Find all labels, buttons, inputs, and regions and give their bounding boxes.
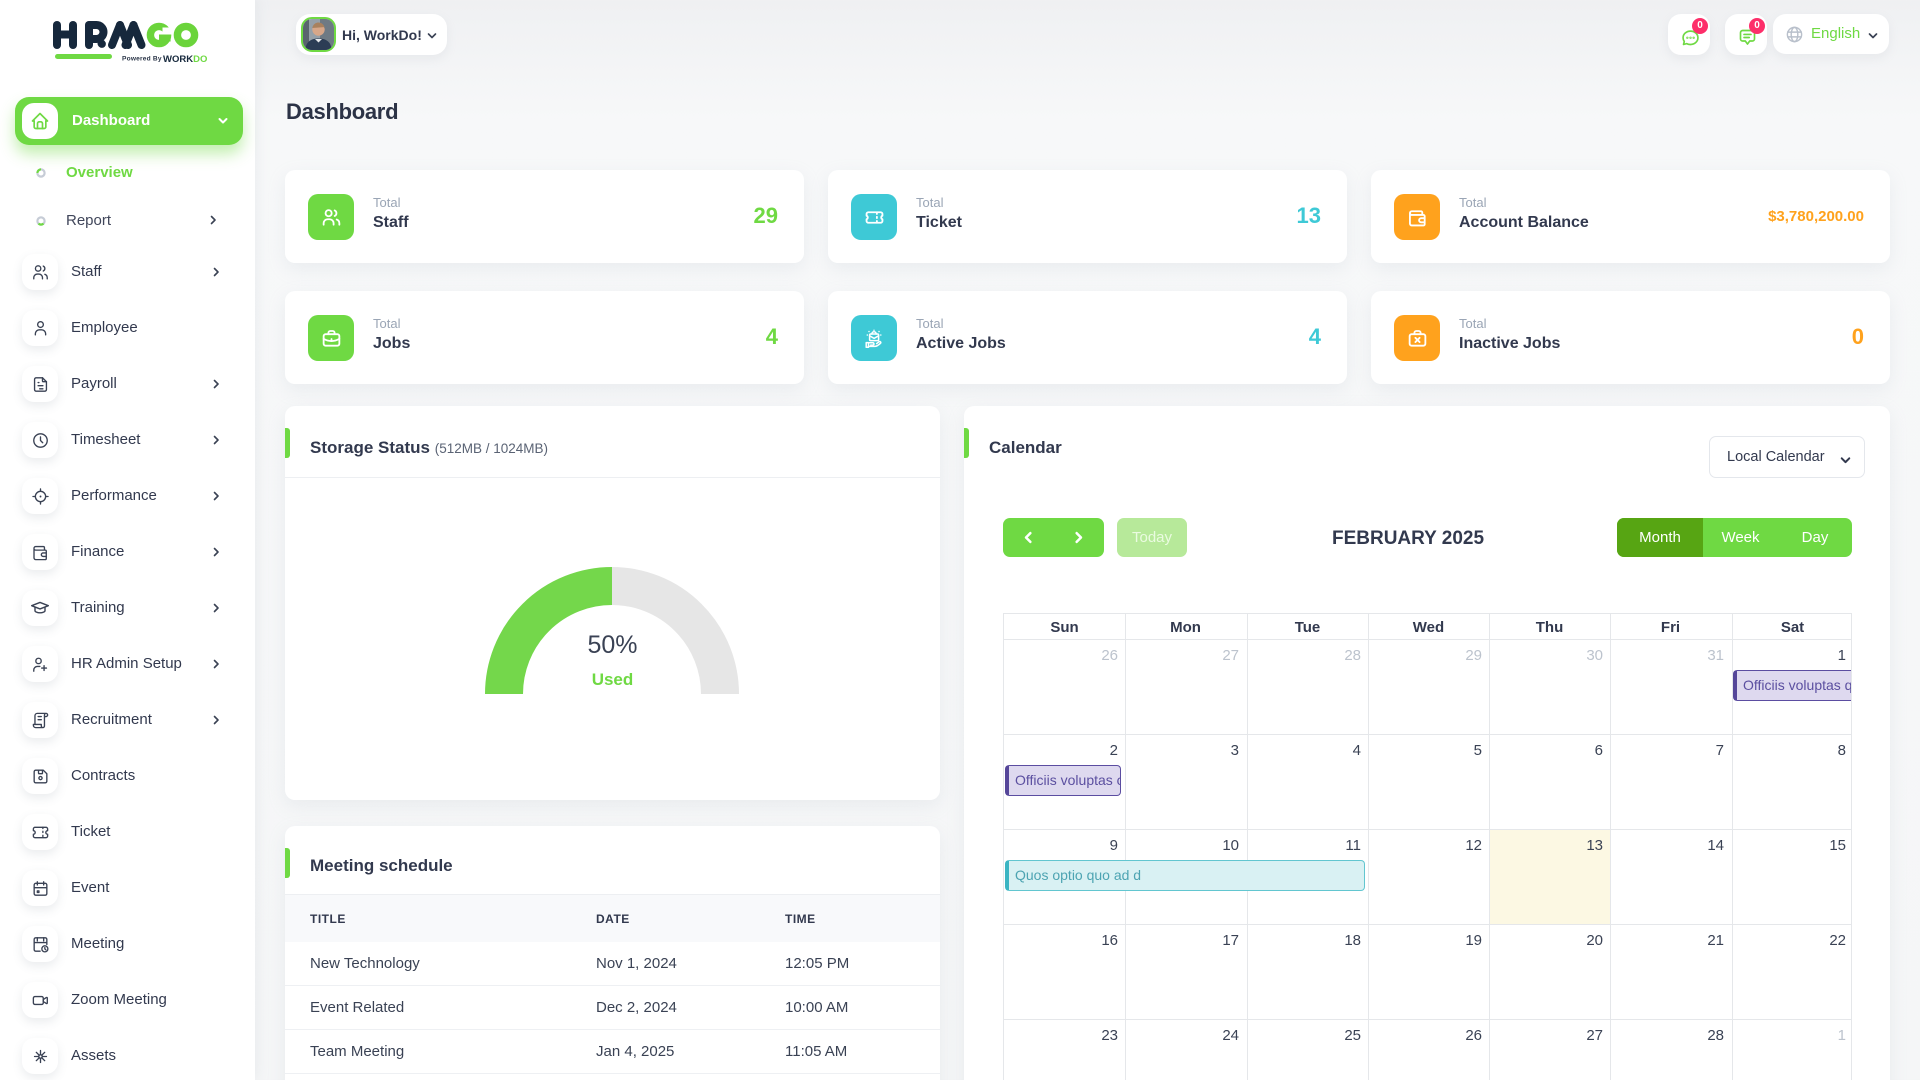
svg-text:WORKDO: WORKDO [163,54,207,65]
svg-text:Powered By: Powered By [122,56,162,63]
